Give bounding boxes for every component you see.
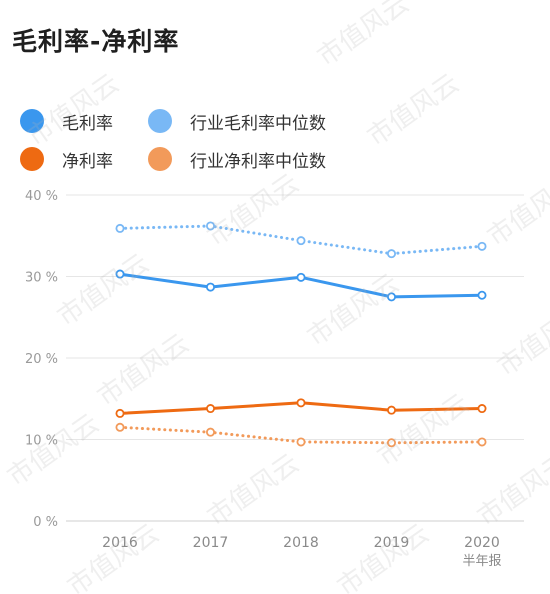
data-point-3-3[interactable]: [386, 438, 396, 448]
legend-dot-gross-margin: [20, 109, 44, 133]
data-point-1-1[interactable]: [205, 221, 215, 231]
y-tick-label: 10 %: [25, 434, 58, 449]
legend-item-industry-gross-margin[interactable]: 行业毛利率中位数: [148, 109, 326, 134]
data-point-2-1[interactable]: [205, 404, 215, 414]
legend-label-industry-gross-margin: 行业毛利率中位数: [190, 113, 326, 134]
y-tick-label: 40 %: [25, 189, 58, 204]
data-point-1-2[interactable]: [296, 236, 306, 246]
legend-label-gross-margin: 毛利率: [62, 113, 113, 134]
data-point-0-0[interactable]: [115, 269, 125, 279]
axis-layer: 0 % 10 % 20 % 30 % 40 % 2016 2017 2018 2019 2020 半…: [25, 189, 502, 569]
legend-item-industry-net-margin[interactable]: 行业净利率中位数: [148, 147, 326, 172]
data-point-1-4[interactable]: [477, 241, 487, 251]
legend: 毛利率 行业毛利率中位数 净利率 行业净利率中位数: [20, 102, 540, 178]
grid-layer: [66, 194, 524, 522]
data-point-3-4[interactable]: [477, 437, 487, 447]
data-point-1-3[interactable]: [386, 249, 396, 259]
data-point-0-3[interactable]: [386, 292, 396, 302]
legend-row-2: 净利率 行业净利率中位数: [20, 140, 540, 178]
x-tick-label: 2017: [193, 535, 229, 551]
data-point-2-4[interactable]: [477, 404, 487, 414]
legend-dot-net-margin: [20, 147, 44, 171]
data-point-0-4[interactable]: [477, 290, 487, 300]
legend-dot-industry-net-margin: [148, 147, 172, 171]
data-point-0-2[interactable]: [296, 272, 306, 282]
series-line-1: [118, 224, 484, 256]
data-point-2-3[interactable]: [386, 405, 396, 415]
chart-title: 毛利率-净利率: [12, 27, 180, 56]
legend-label-industry-net-margin: 行业净利率中位数: [190, 151, 326, 172]
series-layer: [115, 221, 487, 448]
legend-item-net-margin[interactable]: 净利率: [20, 147, 148, 172]
x-tick-label: 2016: [102, 535, 138, 551]
data-point-0-1[interactable]: [205, 282, 215, 292]
data-point-1-0[interactable]: [115, 223, 125, 233]
data-point-2-0[interactable]: [115, 408, 125, 418]
series-line-3: [118, 425, 484, 445]
data-point-3-0[interactable]: [115, 422, 125, 432]
legend-row-1: 毛利率 行业毛利率中位数: [20, 102, 540, 140]
x-tick-label: 2020: [464, 535, 500, 551]
y-tick-label: 20 %: [25, 352, 58, 367]
legend-item-gross-margin[interactable]: 毛利率: [20, 109, 148, 134]
x-tick-label: 2018: [283, 535, 319, 551]
data-point-3-1[interactable]: [205, 427, 215, 437]
legend-dot-industry-gross-margin: [148, 109, 172, 133]
y-tick-label: 0 %: [33, 515, 58, 530]
legend-label-net-margin: 净利率: [62, 151, 113, 172]
data-point-2-2[interactable]: [296, 398, 306, 408]
data-point-3-2[interactable]: [296, 437, 306, 447]
x-tick-sublabel: 半年报: [462, 554, 501, 569]
y-tick-label: 30 %: [25, 271, 58, 286]
x-tick-label: 2019: [374, 535, 410, 551]
